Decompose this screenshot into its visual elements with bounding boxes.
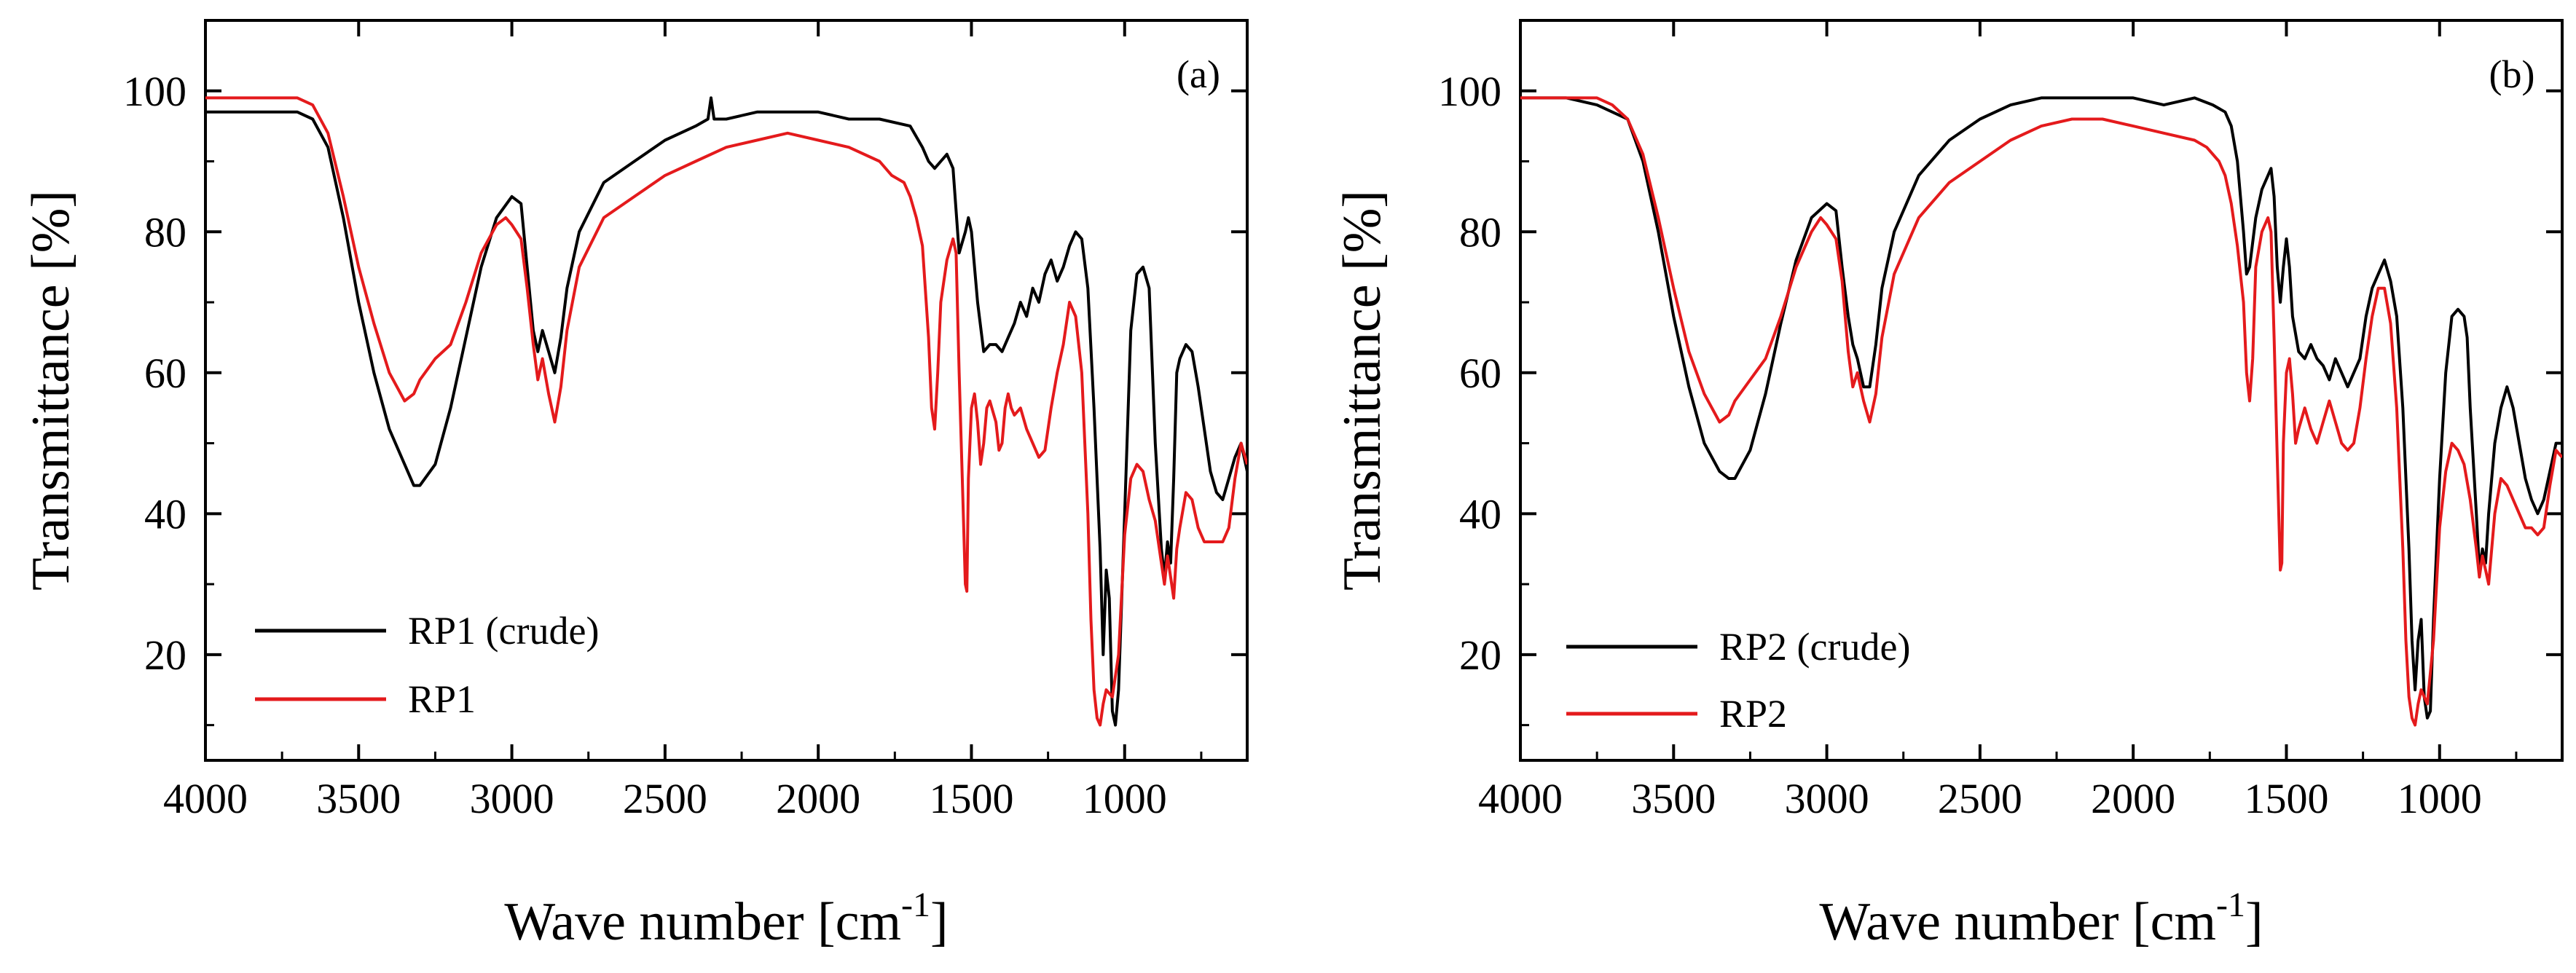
x-tick-label: 3000 [470, 775, 554, 822]
series-line-rp2-crude [1520, 96, 2562, 720]
y-tick-label: 20 [1459, 631, 1501, 679]
x-tick-label: 2000 [776, 775, 860, 822]
y-tick-label: 100 [123, 68, 186, 115]
x-tick-label: 4000 [163, 775, 248, 822]
x-axis-label-superscript: -1 [2216, 886, 2245, 924]
y-tick-label: 40 [144, 490, 186, 537]
chart-panel-a: 4000 3500 3000 2500 2000 1500 1000 20 40 60 80 100 T… [21, 19, 1249, 952]
x-axis-label-end: ] [2245, 892, 2263, 952]
x-tick-label: 2500 [623, 775, 707, 822]
y-tick-label: 80 [144, 208, 186, 256]
x-tick-label: 1000 [2398, 775, 2482, 822]
x-axis-label-end: ] [930, 892, 949, 952]
y-tick-label: 100 [1438, 68, 1501, 115]
x-tick-label: 1500 [929, 775, 1013, 822]
legend-label: RP1 [408, 677, 476, 721]
x-tick-label: 2500 [1938, 775, 2022, 822]
x-axis-label-main: Wave number [cm [504, 892, 901, 952]
panel-label: (a) [1177, 52, 1220, 96]
x-tick-label: 2000 [2091, 775, 2175, 822]
y-tick-label: 80 [1459, 208, 1501, 256]
x-tick-label: 4000 [1478, 775, 1563, 822]
plot-frame [1519, 19, 2564, 762]
x-axis-label: Wave number [cm-1] [1819, 886, 2263, 952]
series-line-rp1 [205, 96, 1247, 727]
y-tick-label: 20 [144, 631, 186, 679]
series-line-rp1-crude [205, 96, 1247, 727]
x-tick-label: 3500 [1631, 775, 1716, 822]
panel-label: (b) [2489, 52, 2535, 96]
y-tick-label: 60 [144, 350, 186, 397]
x-tick-label: 3500 [316, 775, 401, 822]
plot-frame [204, 19, 1249, 762]
chart-panel-b: 4000 3500 3000 2500 2000 1500 1000 20 40 60 80 100 T… [1332, 19, 2564, 952]
x-axis-label-superscript: -1 [901, 886, 930, 924]
y-axis-label: Transmittance [%] [21, 190, 81, 591]
x-tick-label: 1500 [2244, 775, 2328, 822]
y-tick-label: 60 [1459, 350, 1501, 397]
y-tick-label: 40 [1459, 490, 1501, 537]
legend-label: RP1 (crude) [408, 609, 599, 653]
x-axis-label: Wave number [cm-1] [504, 886, 948, 952]
y-axis-label: Transmittance [%] [1332, 190, 1392, 591]
legend-label: RP2 [1719, 692, 1787, 736]
x-axis-label-main: Wave number [cm [1819, 892, 2216, 952]
x-tick-label: 1000 [1083, 775, 1167, 822]
series-line-rp2 [1520, 96, 2562, 727]
legend-label: RP2 (crude) [1719, 625, 1910, 669]
x-tick-label: 3000 [1785, 775, 1869, 822]
